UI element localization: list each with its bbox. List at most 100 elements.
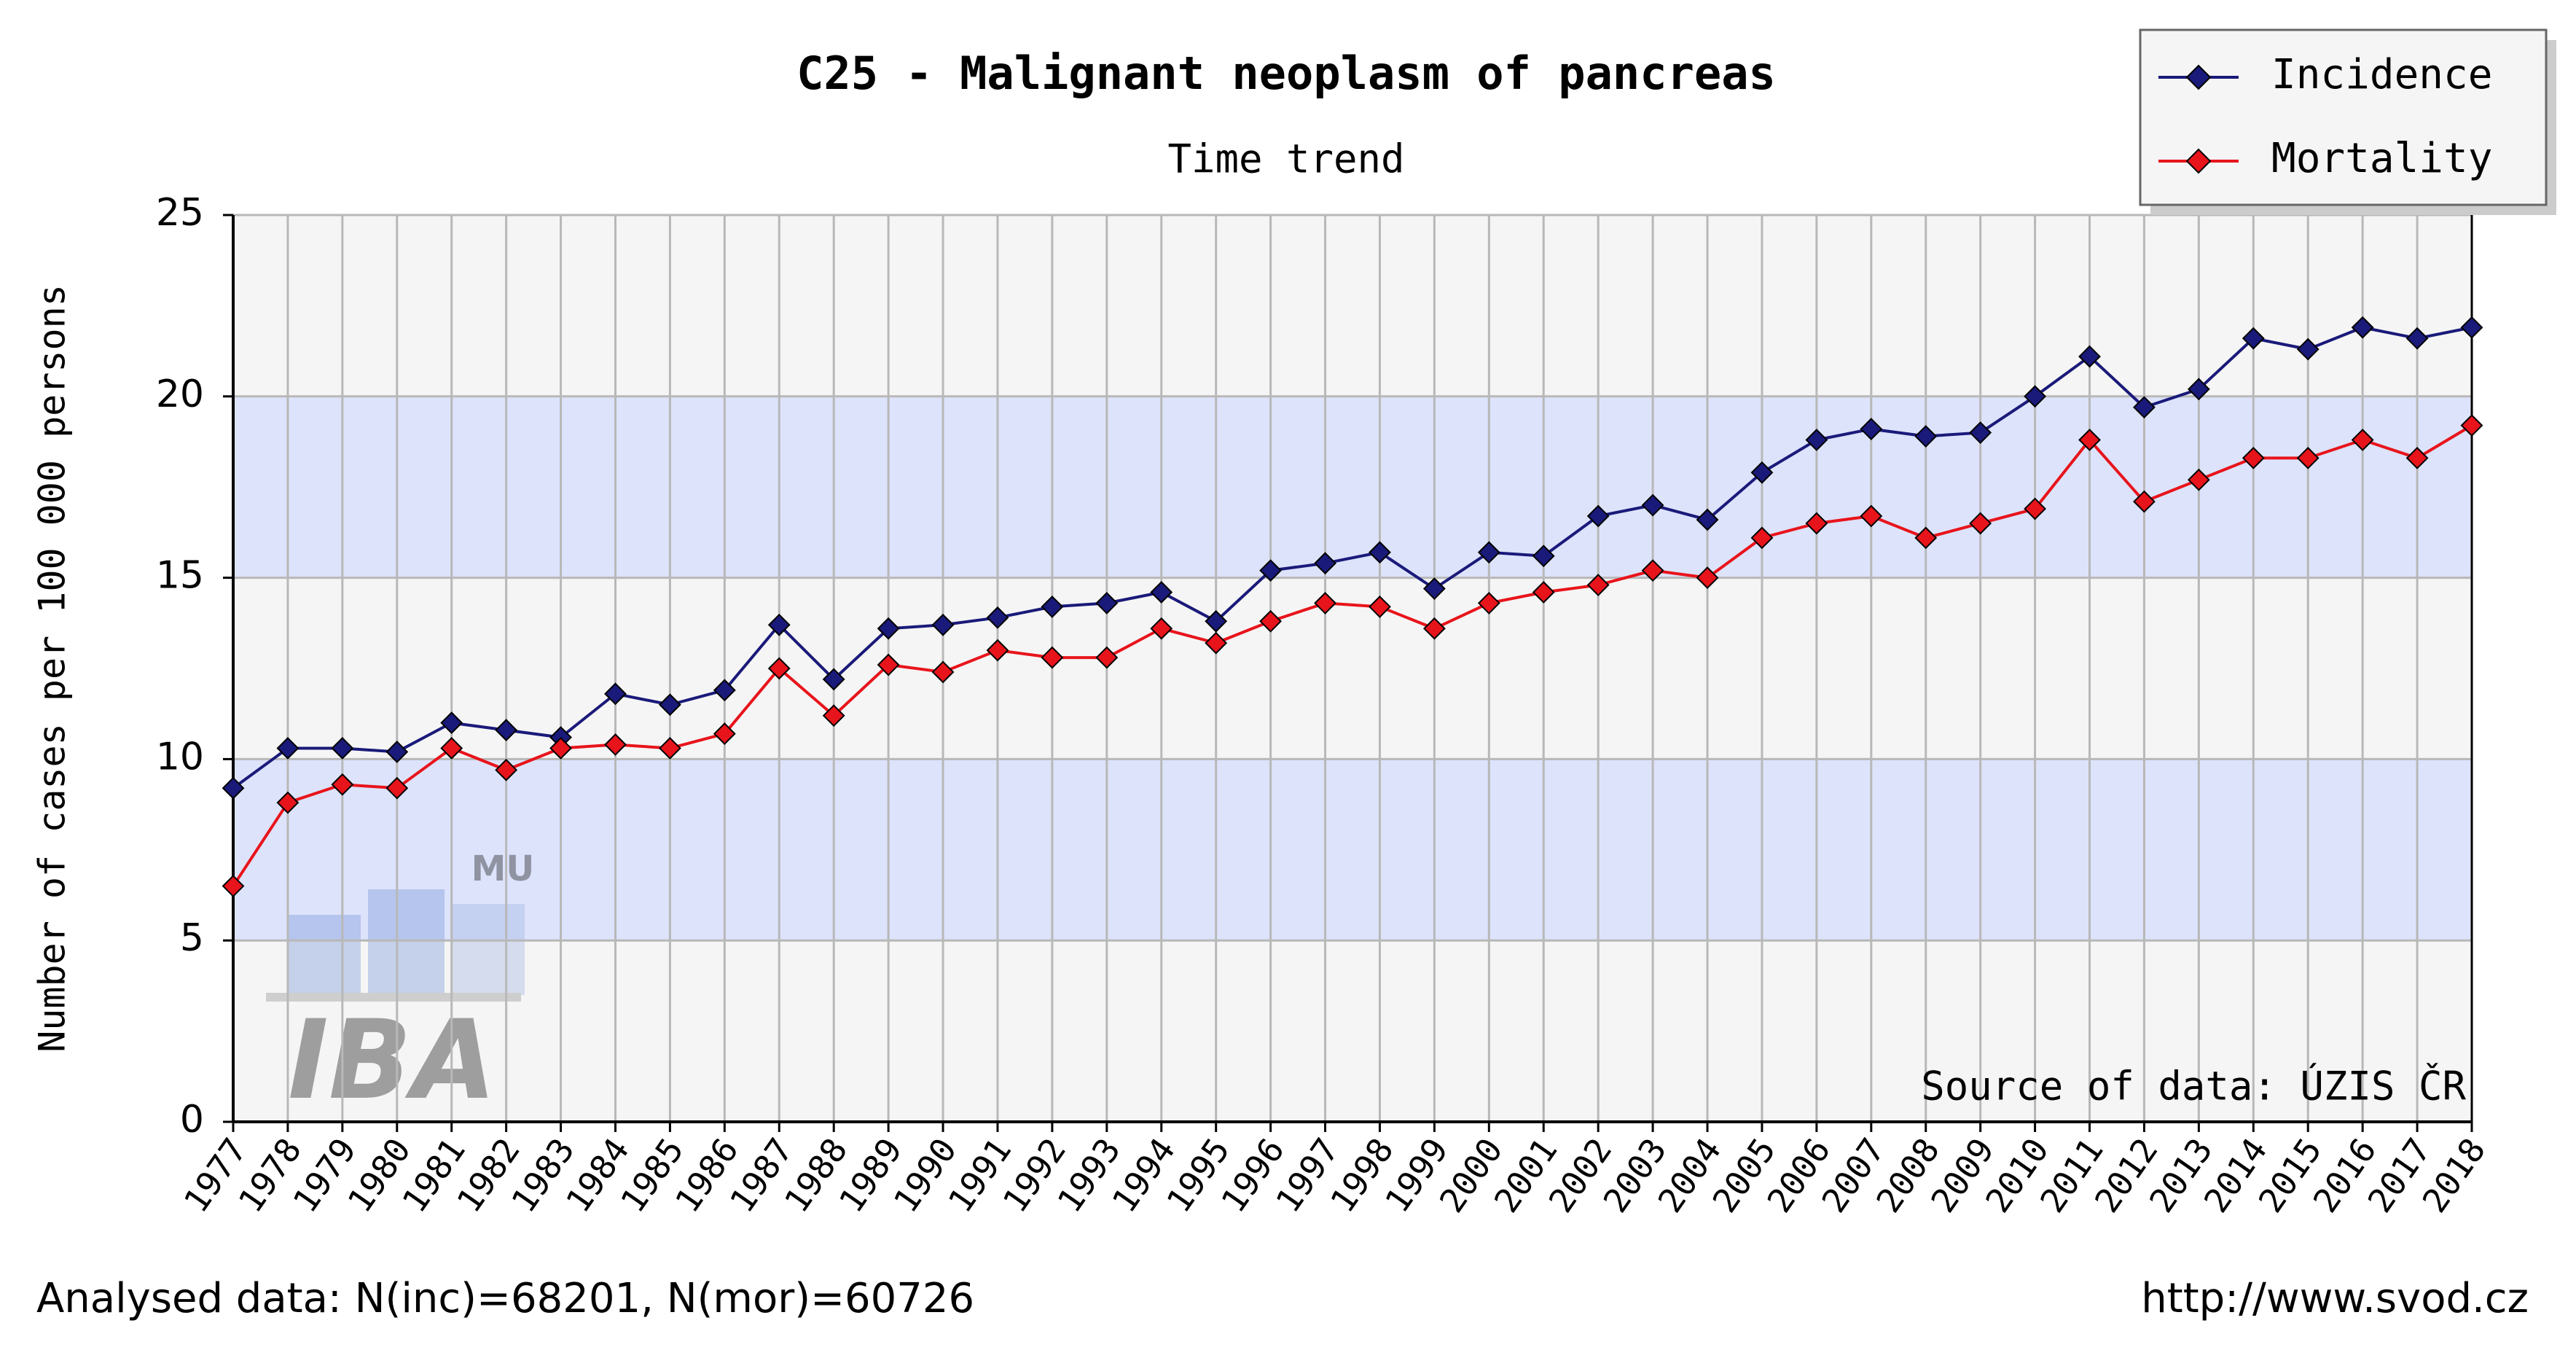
data-point <box>2296 337 2319 361</box>
data-point <box>767 613 791 636</box>
data-point <box>713 722 736 745</box>
data-point <box>385 776 409 800</box>
data-point <box>877 617 900 640</box>
y-tick-label: 25 <box>156 191 204 235</box>
data-point <box>931 613 955 636</box>
data-point <box>1586 504 1610 528</box>
data-point <box>549 737 572 760</box>
legend-marker <box>2185 64 2212 90</box>
data-point <box>2242 327 2265 350</box>
data-point <box>2405 446 2429 469</box>
data-point <box>440 737 463 760</box>
data-point <box>1095 646 1119 669</box>
plot-band <box>233 940 2472 1122</box>
data-point <box>1369 595 1391 618</box>
data-point <box>1969 512 1992 535</box>
watermark-text: IBA <box>288 997 496 1124</box>
data-point <box>2187 378 2210 401</box>
data-point <box>767 657 791 680</box>
data-point <box>1041 646 1064 669</box>
data-point <box>604 682 627 706</box>
data-point <box>276 737 300 760</box>
data-point <box>1860 418 1883 440</box>
source-note: Source of data: ÚZIS ČR <box>1921 1064 2466 1109</box>
data-point <box>877 653 900 676</box>
data-point <box>1914 425 1938 448</box>
data-point <box>659 737 681 760</box>
data-point <box>1641 559 1664 582</box>
data-point <box>2242 446 2265 469</box>
data-point <box>276 791 300 814</box>
data-point <box>1150 581 1173 604</box>
y-tick-label: 15 <box>156 554 204 598</box>
y-tick-label: 10 <box>156 735 204 778</box>
data-point <box>2024 385 2047 408</box>
data-point <box>2351 429 2374 451</box>
data-point <box>822 704 845 727</box>
data-point <box>1314 552 1336 575</box>
data-point <box>713 679 736 702</box>
data-point <box>1750 526 1774 550</box>
data-point <box>1314 592 1336 614</box>
data-point <box>1532 581 1555 604</box>
plot-band <box>233 759 2472 941</box>
data-point <box>331 773 354 796</box>
data-point <box>2351 316 2374 339</box>
data-point <box>2296 446 2319 469</box>
data-point <box>331 737 354 760</box>
data-point <box>1586 574 1610 596</box>
data-point <box>495 758 518 781</box>
data-point <box>1095 592 1119 614</box>
data-point <box>1422 577 1446 600</box>
data-point <box>1696 508 1719 531</box>
footer-left: Analysed data: N(inc)=68201, N(mor)=6072… <box>36 1275 974 1322</box>
x-tick-label: 2018 <box>2414 1131 2493 1220</box>
data-point <box>1914 526 1938 550</box>
watermark-block <box>452 904 525 995</box>
data-point <box>1969 421 1992 444</box>
data-point <box>222 875 245 897</box>
data-point <box>1477 592 1500 614</box>
footer-right: http://www.svod.cz <box>2141 1275 2529 1322</box>
y-tick-label: 0 <box>180 1098 204 1142</box>
data-point <box>1641 493 1664 517</box>
plot-band <box>233 396 2472 578</box>
data-point <box>1805 429 1828 451</box>
data-point <box>604 733 627 756</box>
y-tick-label: 20 <box>156 372 204 416</box>
data-point <box>1205 609 1228 633</box>
watermark-block <box>288 915 361 995</box>
data-point <box>2460 414 2483 437</box>
data-point <box>1150 617 1173 640</box>
y-axis-label: Number of cases per 100 000 persons <box>31 284 74 1053</box>
data-point <box>1259 609 1283 633</box>
data-point <box>1860 504 1883 528</box>
data-point <box>385 741 409 763</box>
data-point <box>2133 490 2156 513</box>
plot-band <box>233 215 2472 397</box>
data-point <box>2078 345 2101 368</box>
data-point <box>1205 631 1228 655</box>
data-point <box>222 776 245 800</box>
legend-marker <box>2185 148 2212 174</box>
data-point <box>1805 512 1828 535</box>
plot-band <box>233 577 2472 760</box>
data-point <box>2078 429 2101 451</box>
data-point <box>2187 468 2210 491</box>
data-point <box>1369 541 1391 564</box>
y-tick-label: 5 <box>180 916 204 960</box>
data-point <box>659 693 681 717</box>
data-point <box>2133 396 2156 419</box>
watermark: MU IBA <box>266 848 534 1124</box>
data-point <box>931 660 955 684</box>
data-point <box>1041 595 1064 618</box>
data-point <box>1259 559 1283 582</box>
data-point <box>2405 327 2429 350</box>
legend-label: Mortality <box>2271 135 2492 182</box>
chart-title: C25 - Malignant neoplasm of pancreas <box>796 47 1776 100</box>
data-point <box>986 606 1009 629</box>
data-point <box>1750 461 1774 484</box>
data-point <box>2024 497 2047 520</box>
data-point <box>495 719 518 742</box>
